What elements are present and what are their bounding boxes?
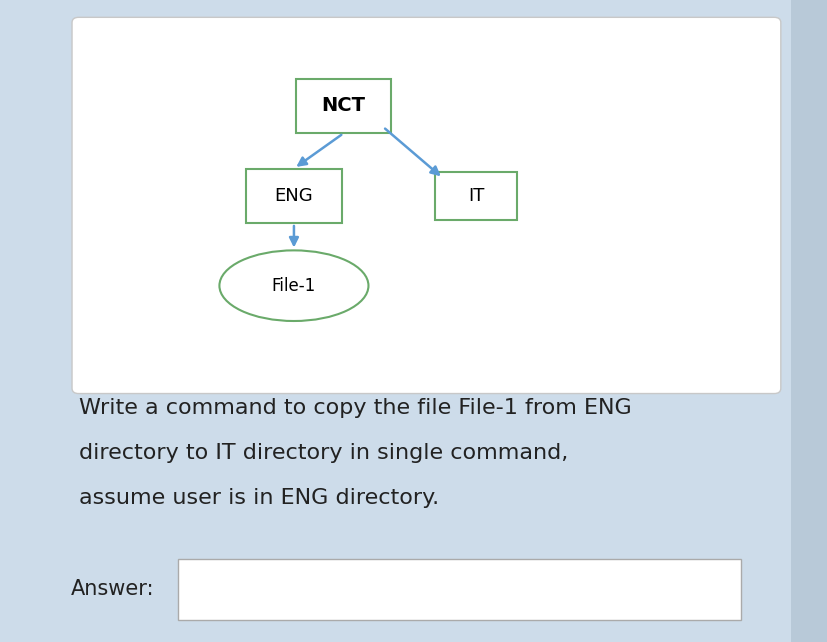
FancyBboxPatch shape xyxy=(246,169,341,223)
Text: File-1: File-1 xyxy=(271,277,316,295)
Ellipse shape xyxy=(219,250,368,321)
FancyBboxPatch shape xyxy=(178,559,740,620)
Text: Answer:: Answer: xyxy=(70,579,154,600)
FancyBboxPatch shape xyxy=(72,17,780,394)
FancyBboxPatch shape xyxy=(434,172,517,220)
FancyBboxPatch shape xyxy=(296,78,390,134)
Text: directory to IT directory in single command,: directory to IT directory in single comm… xyxy=(79,442,567,463)
Text: assume user is in ENG directory.: assume user is in ENG directory. xyxy=(79,487,438,508)
Text: IT: IT xyxy=(467,187,484,205)
Text: Write a command to copy the file File-1 from ENG: Write a command to copy the file File-1 … xyxy=(79,397,631,418)
FancyBboxPatch shape xyxy=(790,0,827,642)
Text: ENG: ENG xyxy=(275,187,313,205)
Text: NCT: NCT xyxy=(321,96,366,116)
